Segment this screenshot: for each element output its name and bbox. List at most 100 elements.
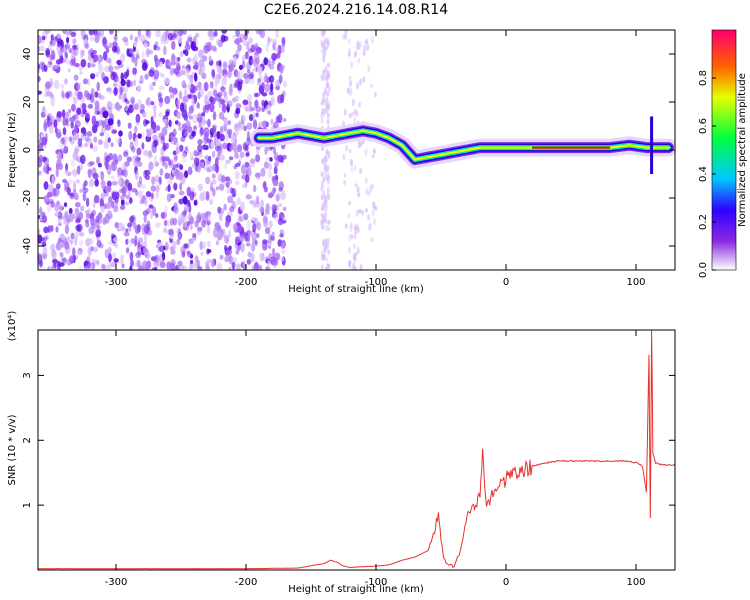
noise-speck xyxy=(322,176,326,183)
noise-speck xyxy=(79,70,83,75)
noise-speck xyxy=(70,158,76,167)
noise-speck xyxy=(69,239,74,245)
noise-speck xyxy=(189,262,193,270)
noise-speck xyxy=(108,65,113,73)
noise-speck xyxy=(44,160,48,166)
noise-speck xyxy=(275,194,280,202)
x-tick-label: 0 xyxy=(503,577,509,588)
noise-speck xyxy=(55,226,59,233)
noise-speck xyxy=(259,252,264,262)
noise-speck xyxy=(357,57,361,64)
noise-speck xyxy=(202,55,208,60)
noise-speck xyxy=(184,131,189,137)
noise-speck xyxy=(132,67,138,75)
noise-speck xyxy=(159,168,164,176)
noise-speck xyxy=(212,187,216,197)
noise-speck xyxy=(271,175,276,183)
noise-speck xyxy=(145,191,152,198)
noise-speck xyxy=(238,64,243,71)
noise-speck xyxy=(232,223,238,231)
noise-speck xyxy=(52,187,57,197)
noise-speck xyxy=(104,248,110,259)
noise-speck xyxy=(272,247,276,258)
noise-speck xyxy=(221,85,225,93)
noise-speck xyxy=(211,45,217,52)
noise-speck xyxy=(225,182,230,187)
noise-speck xyxy=(355,225,359,234)
noise-speck xyxy=(57,38,62,48)
noise-speck xyxy=(327,263,331,269)
noise-speck xyxy=(255,154,261,163)
noise-speck xyxy=(326,115,330,122)
noise-speck xyxy=(51,249,56,258)
noise-speck xyxy=(155,191,159,199)
noise-speck xyxy=(369,184,373,193)
noise-speck xyxy=(67,179,74,184)
noise-speck xyxy=(125,194,130,200)
noise-speck xyxy=(41,36,46,41)
noise-speck xyxy=(163,155,170,162)
noise-speck xyxy=(132,155,136,163)
noise-speck xyxy=(202,241,207,249)
noise-speck xyxy=(95,100,100,111)
noise-speck xyxy=(189,259,194,265)
y-tick-label: 20 xyxy=(22,96,33,109)
noise-speck xyxy=(75,202,81,208)
noise-speck xyxy=(128,48,134,55)
noise-speck xyxy=(138,79,144,84)
noise-speck xyxy=(127,238,132,249)
noise-speck xyxy=(181,109,188,119)
noise-speck xyxy=(80,132,84,142)
noise-speck xyxy=(182,221,188,228)
noise-speck xyxy=(353,164,357,171)
noise-speck xyxy=(152,104,157,112)
signal-ridge xyxy=(250,116,675,174)
noise-speck xyxy=(200,192,205,197)
noise-speck xyxy=(211,173,216,179)
noise-speck xyxy=(246,41,250,51)
noise-speck xyxy=(108,214,113,219)
noise-speck xyxy=(365,208,368,213)
noise-speck xyxy=(277,154,284,163)
noise-speck xyxy=(44,91,49,98)
noise-speck xyxy=(347,52,351,58)
noise-speck xyxy=(348,112,352,119)
noise-speck xyxy=(145,120,150,125)
noise-speck xyxy=(70,120,74,129)
noise-speck xyxy=(324,65,328,73)
noise-speck xyxy=(54,36,58,41)
noise-speck xyxy=(148,162,153,171)
noise-speck xyxy=(189,74,194,85)
noise-speck xyxy=(176,64,181,72)
noise-speck xyxy=(133,41,138,48)
noise-speck xyxy=(349,158,353,166)
noise-speck xyxy=(108,196,113,204)
noise-speck xyxy=(92,145,98,152)
noise-speck xyxy=(327,219,331,225)
x-tick-label: -300 xyxy=(105,577,128,588)
noise-speck xyxy=(283,118,287,122)
noise-speck xyxy=(218,183,225,191)
noise-speck xyxy=(47,61,53,69)
noise-speck xyxy=(241,114,246,122)
noise-speck xyxy=(107,168,111,174)
noise-speck xyxy=(354,50,358,57)
noise-speck xyxy=(179,102,185,112)
noise-speck xyxy=(258,252,263,258)
noise-speck xyxy=(168,228,174,236)
noise-speck xyxy=(41,136,48,146)
noise-speck xyxy=(69,59,76,67)
noise-speck xyxy=(262,239,268,245)
noise-speck xyxy=(179,144,184,152)
noise-speck xyxy=(123,151,129,158)
noise-speck xyxy=(220,175,226,183)
noise-speck xyxy=(343,180,347,186)
noise-speck xyxy=(117,154,123,162)
noise-speck xyxy=(126,69,130,77)
noise-speck xyxy=(135,113,141,123)
noise-speck xyxy=(85,222,90,228)
noise-speck xyxy=(177,122,182,127)
noise-speck xyxy=(130,96,135,104)
noise-speck xyxy=(250,252,255,263)
noise-speck xyxy=(85,197,90,207)
